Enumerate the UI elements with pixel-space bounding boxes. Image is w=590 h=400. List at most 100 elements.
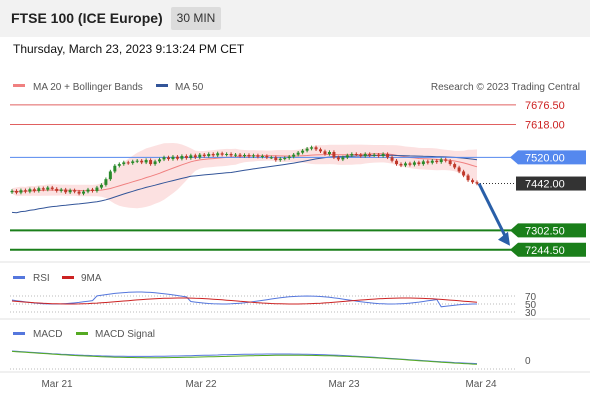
candle-body <box>287 156 291 159</box>
support-level-tag <box>510 223 586 238</box>
candle-body <box>68 190 72 193</box>
candle-body <box>135 160 139 162</box>
candle-body <box>265 156 269 158</box>
macd-legend-label: MACD <box>33 329 62 340</box>
candle-body <box>180 156 184 159</box>
ma20-legend-swatch <box>13 84 25 87</box>
rsi-legend-swatch <box>13 276 25 279</box>
candle-body <box>189 155 193 159</box>
candle-body <box>126 162 130 164</box>
candle-body <box>207 154 211 157</box>
header-bar <box>0 0 590 37</box>
candle-body <box>310 147 314 149</box>
candle-body <box>462 171 466 176</box>
instrument-title: FTSE 100 (ICE Europe) <box>11 10 163 26</box>
rsi-ma-line <box>11 297 478 305</box>
candle-body <box>319 149 323 152</box>
x-tick-label: Mar 24 <box>465 379 497 390</box>
candle-body <box>377 154 381 157</box>
pivot-level-tag <box>510 150 586 165</box>
rsi-legend-label: RSI <box>33 273 50 284</box>
candle-body <box>171 156 175 160</box>
candle-body <box>73 190 77 192</box>
macd-signal-legend-label: MACD Signal <box>95 329 155 340</box>
candle-body <box>260 156 264 158</box>
rsi-tick-30: 30 <box>525 308 537 319</box>
candle-body <box>55 188 59 191</box>
credit-label: Research © 2023 Trading Central <box>431 82 580 93</box>
candle-body <box>278 158 282 161</box>
candle-body <box>243 155 246 157</box>
candle-body <box>354 154 358 156</box>
candle-body <box>14 190 18 193</box>
support-level-tag <box>510 242 586 257</box>
candle-body <box>162 157 166 160</box>
candle-body <box>220 153 224 155</box>
candle-body <box>305 148 309 151</box>
candle-body <box>95 187 99 191</box>
candle-body <box>345 155 349 158</box>
candle-body <box>32 189 36 191</box>
candle-body <box>251 155 255 157</box>
candle-body <box>184 156 188 159</box>
candle-body <box>131 161 135 164</box>
ma20-legend-label: MA 20 + Bollinger Bands <box>33 82 143 93</box>
forecast-arrow-head <box>498 231 510 246</box>
candle-body <box>395 160 399 165</box>
candle-body <box>175 156 179 159</box>
candle-body <box>412 162 416 165</box>
candle-body <box>274 157 278 161</box>
candle-body <box>390 157 394 161</box>
candle-body <box>225 154 229 156</box>
candle-body <box>350 154 354 156</box>
rsi-ma-legend-swatch <box>62 276 74 279</box>
candle-body <box>46 187 50 190</box>
candle-body <box>363 154 367 157</box>
candle-body <box>59 189 63 191</box>
candle-body <box>327 152 331 155</box>
candle-body <box>198 154 202 158</box>
candle-body <box>23 190 27 192</box>
candle-body <box>86 189 90 192</box>
candle-body <box>466 175 470 181</box>
candle-body <box>28 189 32 192</box>
forecast-arrow-shaft <box>477 182 509 241</box>
candle-body <box>471 180 475 183</box>
candle-body <box>77 191 81 194</box>
rsi-tick-50: 50 <box>525 300 537 311</box>
candle-body <box>453 164 457 168</box>
candle-body <box>117 164 121 166</box>
candle-body <box>234 154 238 156</box>
datetime-label: Thursday, March 23, 2023 9:13:24 PM CET <box>13 42 245 56</box>
candle-body <box>269 157 273 159</box>
candle-body <box>104 179 108 185</box>
candle-body <box>247 155 251 157</box>
candle-body <box>296 152 300 155</box>
candle-body <box>37 188 41 191</box>
candle-body <box>41 188 45 190</box>
rsi-ma-legend-label: 9MA <box>81 273 102 284</box>
candle-body <box>90 189 94 191</box>
candle-body <box>82 191 86 194</box>
last-price-tag <box>516 176 586 191</box>
candle-body <box>430 160 434 163</box>
candle-body <box>426 161 430 163</box>
candle-body <box>193 155 197 158</box>
timeframe-button[interactable]: 30 MIN <box>171 7 221 30</box>
candle-body <box>158 159 162 162</box>
candle-body <box>153 161 157 165</box>
macd-signal-line <box>11 350 478 365</box>
candle-body <box>202 154 206 157</box>
x-tick-label: Mar 22 <box>185 379 217 390</box>
candle-body <box>64 189 68 193</box>
resistance-level-label: 7618.00 <box>525 120 565 132</box>
candle-body <box>475 182 479 184</box>
resistance-level-label: 7676.50 <box>525 100 565 112</box>
candle-body <box>386 154 390 158</box>
candle-body <box>341 157 345 160</box>
candle-body <box>403 163 407 166</box>
candle-body <box>229 154 233 156</box>
candle-body <box>50 187 54 189</box>
support-level-tag-label: 7244.50 <box>525 245 565 257</box>
